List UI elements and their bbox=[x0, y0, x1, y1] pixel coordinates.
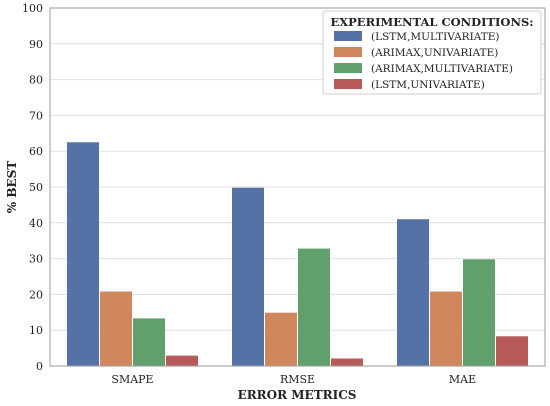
x-tick-label: SMAPE bbox=[111, 373, 153, 386]
bar bbox=[298, 248, 330, 366]
y-tick-label: 80 bbox=[29, 74, 43, 87]
y-tick-label: 70 bbox=[29, 109, 43, 122]
legend-label: (ARIMAX,MULTIVARIATE) bbox=[371, 63, 513, 75]
bar bbox=[331, 358, 363, 366]
legend-box bbox=[322, 10, 542, 95]
x-axis-label: ERROR METRICS bbox=[238, 388, 357, 402]
y-tick-labels: 0 10 20 30 40 50 60 70 80 90 100 bbox=[22, 2, 43, 373]
bar bbox=[67, 142, 99, 366]
legend-swatch bbox=[334, 63, 362, 73]
legend: EXPERIMENTAL CONDITIONS: (LSTM,MULTIVARI… bbox=[322, 10, 542, 95]
y-tick-label: 100 bbox=[22, 2, 43, 15]
bar bbox=[133, 318, 165, 366]
bars bbox=[67, 142, 528, 366]
y-tick-label: 0 bbox=[36, 360, 43, 373]
bar bbox=[397, 219, 429, 366]
bar bbox=[100, 291, 132, 366]
bar bbox=[166, 355, 198, 366]
bar bbox=[265, 312, 297, 366]
y-tick-label: 60 bbox=[29, 145, 43, 158]
legend-label: (ARIMAX,UNIVARIATE) bbox=[371, 47, 498, 59]
y-axis-label: % BEST bbox=[5, 161, 19, 214]
x-tick-labels: SMAPE RMSE MAE bbox=[111, 373, 476, 386]
legend-label: (LSTM,MULTIVARIATE) bbox=[371, 31, 500, 43]
legend-swatch bbox=[334, 79, 362, 89]
legend-label: (LSTM,UNIVARIATE) bbox=[371, 79, 485, 91]
bar bbox=[496, 336, 528, 366]
bar bbox=[463, 259, 495, 366]
y-tick-label: 10 bbox=[29, 324, 43, 337]
legend-swatch bbox=[334, 47, 362, 57]
y-tick-label: 40 bbox=[29, 217, 43, 230]
bar bbox=[430, 291, 462, 366]
x-tick-label: MAE bbox=[449, 373, 476, 386]
plot-frame bbox=[49, 7, 546, 367]
y-tick-label: 20 bbox=[29, 288, 43, 301]
x-tick-label: RMSE bbox=[280, 373, 315, 386]
legend-items: (LSTM,MULTIVARIATE) (ARIMAX,UNIVARIATE) (A… bbox=[334, 31, 513, 91]
y-tick-label: 50 bbox=[29, 181, 43, 194]
bar bbox=[232, 187, 264, 366]
legend-title: EXPERIMENTAL CONDITIONS: bbox=[330, 15, 533, 29]
y-tick-label: 90 bbox=[29, 38, 43, 51]
y-tick-label: 30 bbox=[29, 253, 43, 266]
legend-swatch bbox=[334, 31, 362, 41]
